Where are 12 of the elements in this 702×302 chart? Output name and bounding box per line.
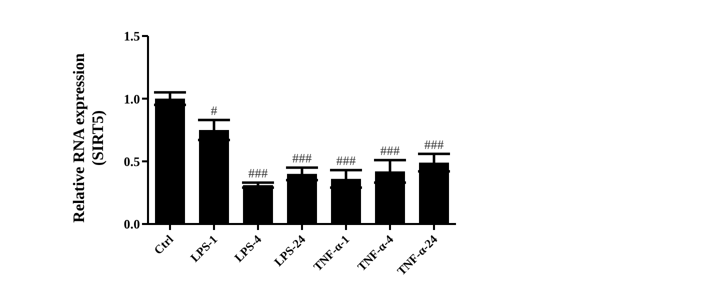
y-tick-label: 0.0: [124, 216, 140, 232]
annotation: ###: [336, 153, 356, 168]
annotation: ###: [380, 143, 400, 158]
annotation: ###: [248, 166, 268, 181]
x-tick-label: Ctrl: [151, 232, 177, 258]
y-tick-label: 0.5: [124, 154, 140, 169]
annotation: ###: [424, 136, 444, 152]
y-tick-label: 1.0: [124, 91, 140, 106]
annotation: #: [210, 102, 218, 118]
y-axis-title: Relative RNA expression (SIRT5): [71, 53, 107, 223]
y-tick-label: 1.5: [124, 28, 140, 44]
annotation: ###: [292, 150, 312, 166]
